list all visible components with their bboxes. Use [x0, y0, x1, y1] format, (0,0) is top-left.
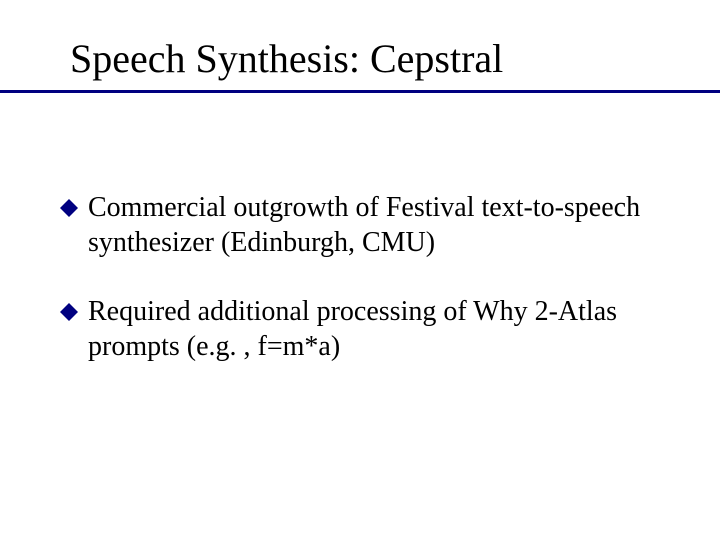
title-underline — [0, 90, 720, 93]
diamond-bullet-icon — [60, 199, 78, 217]
bullet-text: Commercial outgrowth of Festival text-to… — [88, 190, 680, 260]
diamond-bullet-icon — [60, 303, 78, 321]
slide-body: Commercial outgrowth of Festival text-to… — [60, 190, 680, 398]
bullet-text: Required additional processing of Why 2-… — [88, 294, 680, 364]
slide-title: Speech Synthesis: Cepstral — [0, 36, 720, 88]
slide: Speech Synthesis: Cepstral Commercial ou… — [0, 0, 720, 540]
list-item: Commercial outgrowth of Festival text-to… — [60, 190, 680, 260]
list-item: Required additional processing of Why 2-… — [60, 294, 680, 364]
title-block: Speech Synthesis: Cepstral — [0, 36, 720, 93]
